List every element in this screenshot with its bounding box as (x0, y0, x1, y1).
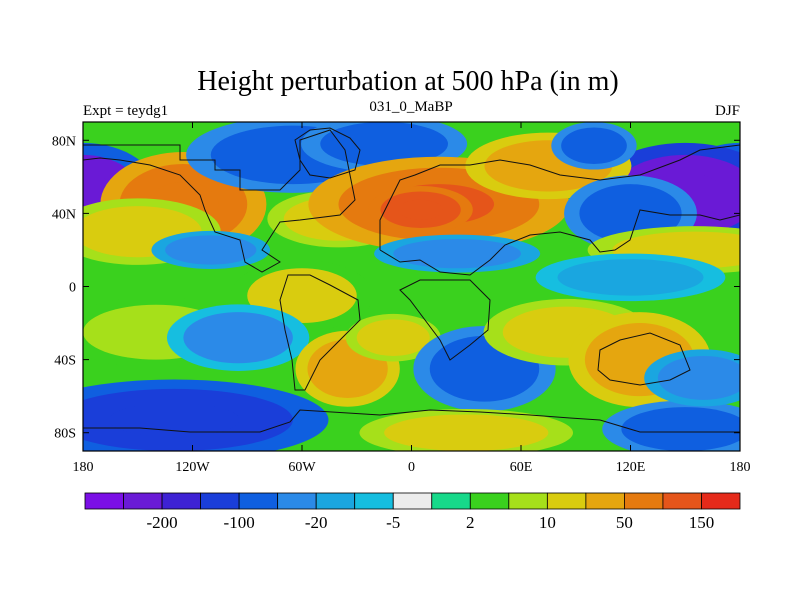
y-tick-label-2: 0 (69, 281, 76, 296)
field-contour-core-28 (657, 355, 740, 400)
chart-subtitle-center: 031_0_MaBP (369, 99, 452, 115)
chart-subtitle-right: DJF (715, 103, 740, 119)
field-contour-core-6 (320, 122, 448, 166)
y-tick-label-4: 80S (54, 427, 76, 442)
colorbar-swatch-6 (315, 492, 356, 510)
x-tick-label-6: 180 (730, 460, 751, 475)
field-contour-core-21 (356, 319, 430, 356)
chart-subtitle-left: Expt = teydg1 (83, 103, 168, 119)
colorbar-swatch-13 (585, 492, 625, 510)
field-contour-core-11 (561, 127, 627, 165)
field-contour-core-14 (165, 235, 257, 265)
field-contour-core-19 (183, 312, 293, 364)
colorbar-label-2: -20 (305, 513, 328, 532)
field-contour-core-27 (621, 407, 740, 451)
x-tick-label-5: 120E (616, 460, 646, 475)
y-tick-label-1: 40N (52, 207, 76, 222)
colorbar-label-0: -200 (146, 513, 177, 532)
y-tick-label-0: 80N (52, 134, 76, 149)
colorbar: -200 -100 -20 -5 2 10 50 150 (84, 492, 741, 532)
colorbar-label-1: -100 (224, 513, 255, 532)
field-contour-inner-9 (398, 199, 443, 220)
colorbar-swatch-11 (508, 492, 548, 510)
colorbar-swatch-15 (662, 492, 702, 510)
colorbar-swatch-7 (354, 492, 394, 510)
colorbar-swatch-1 (123, 492, 163, 510)
colorbar-swatch-16 (701, 492, 741, 510)
field-contour-core-16 (557, 259, 704, 296)
colorbar-label-5: 10 (539, 513, 556, 532)
y-tick-label-3: 40S (54, 354, 76, 369)
x-tick-label-4: 60E (510, 460, 533, 475)
colorbar-swatch-14 (624, 492, 664, 510)
plot-area (83, 122, 740, 451)
x-tick-label-2: 60W (288, 460, 316, 475)
colorbar-swatch-4 (238, 492, 279, 510)
colorbar-label-7: 150 (689, 513, 715, 532)
colorbar-swatch-12 (546, 492, 587, 510)
colorbar-swatch-2 (161, 492, 201, 510)
chart-title: Height perturbation at 500 hPa (in m) (197, 66, 618, 97)
field-contour-core-26 (384, 414, 549, 451)
colorbar-label-6: 50 (616, 513, 633, 532)
colorbar-swatch-5 (277, 492, 317, 510)
field-contour-core-15 (393, 238, 521, 269)
x-tick-label-0: 180 (73, 460, 94, 475)
x-tick-label-1: 120W (175, 460, 210, 475)
colorbar-label-4: 2 (466, 513, 475, 532)
coastlines (83, 127, 740, 433)
x-axis: 180 120W 60W 0 60E 120E 180 (73, 122, 751, 475)
colorbar-swatch-10 (469, 492, 510, 510)
colorbar-label-3: -5 (386, 513, 400, 532)
y-axis: 80N 40N 0 40S 80S (52, 134, 740, 442)
colorbar-swatch-3 (200, 492, 240, 510)
x-tick-label-3: 0 (408, 460, 415, 475)
colorbar-swatch-0 (84, 492, 124, 510)
colorbar-swatch-8 (392, 492, 433, 510)
colorbar-swatch-9 (431, 492, 471, 510)
